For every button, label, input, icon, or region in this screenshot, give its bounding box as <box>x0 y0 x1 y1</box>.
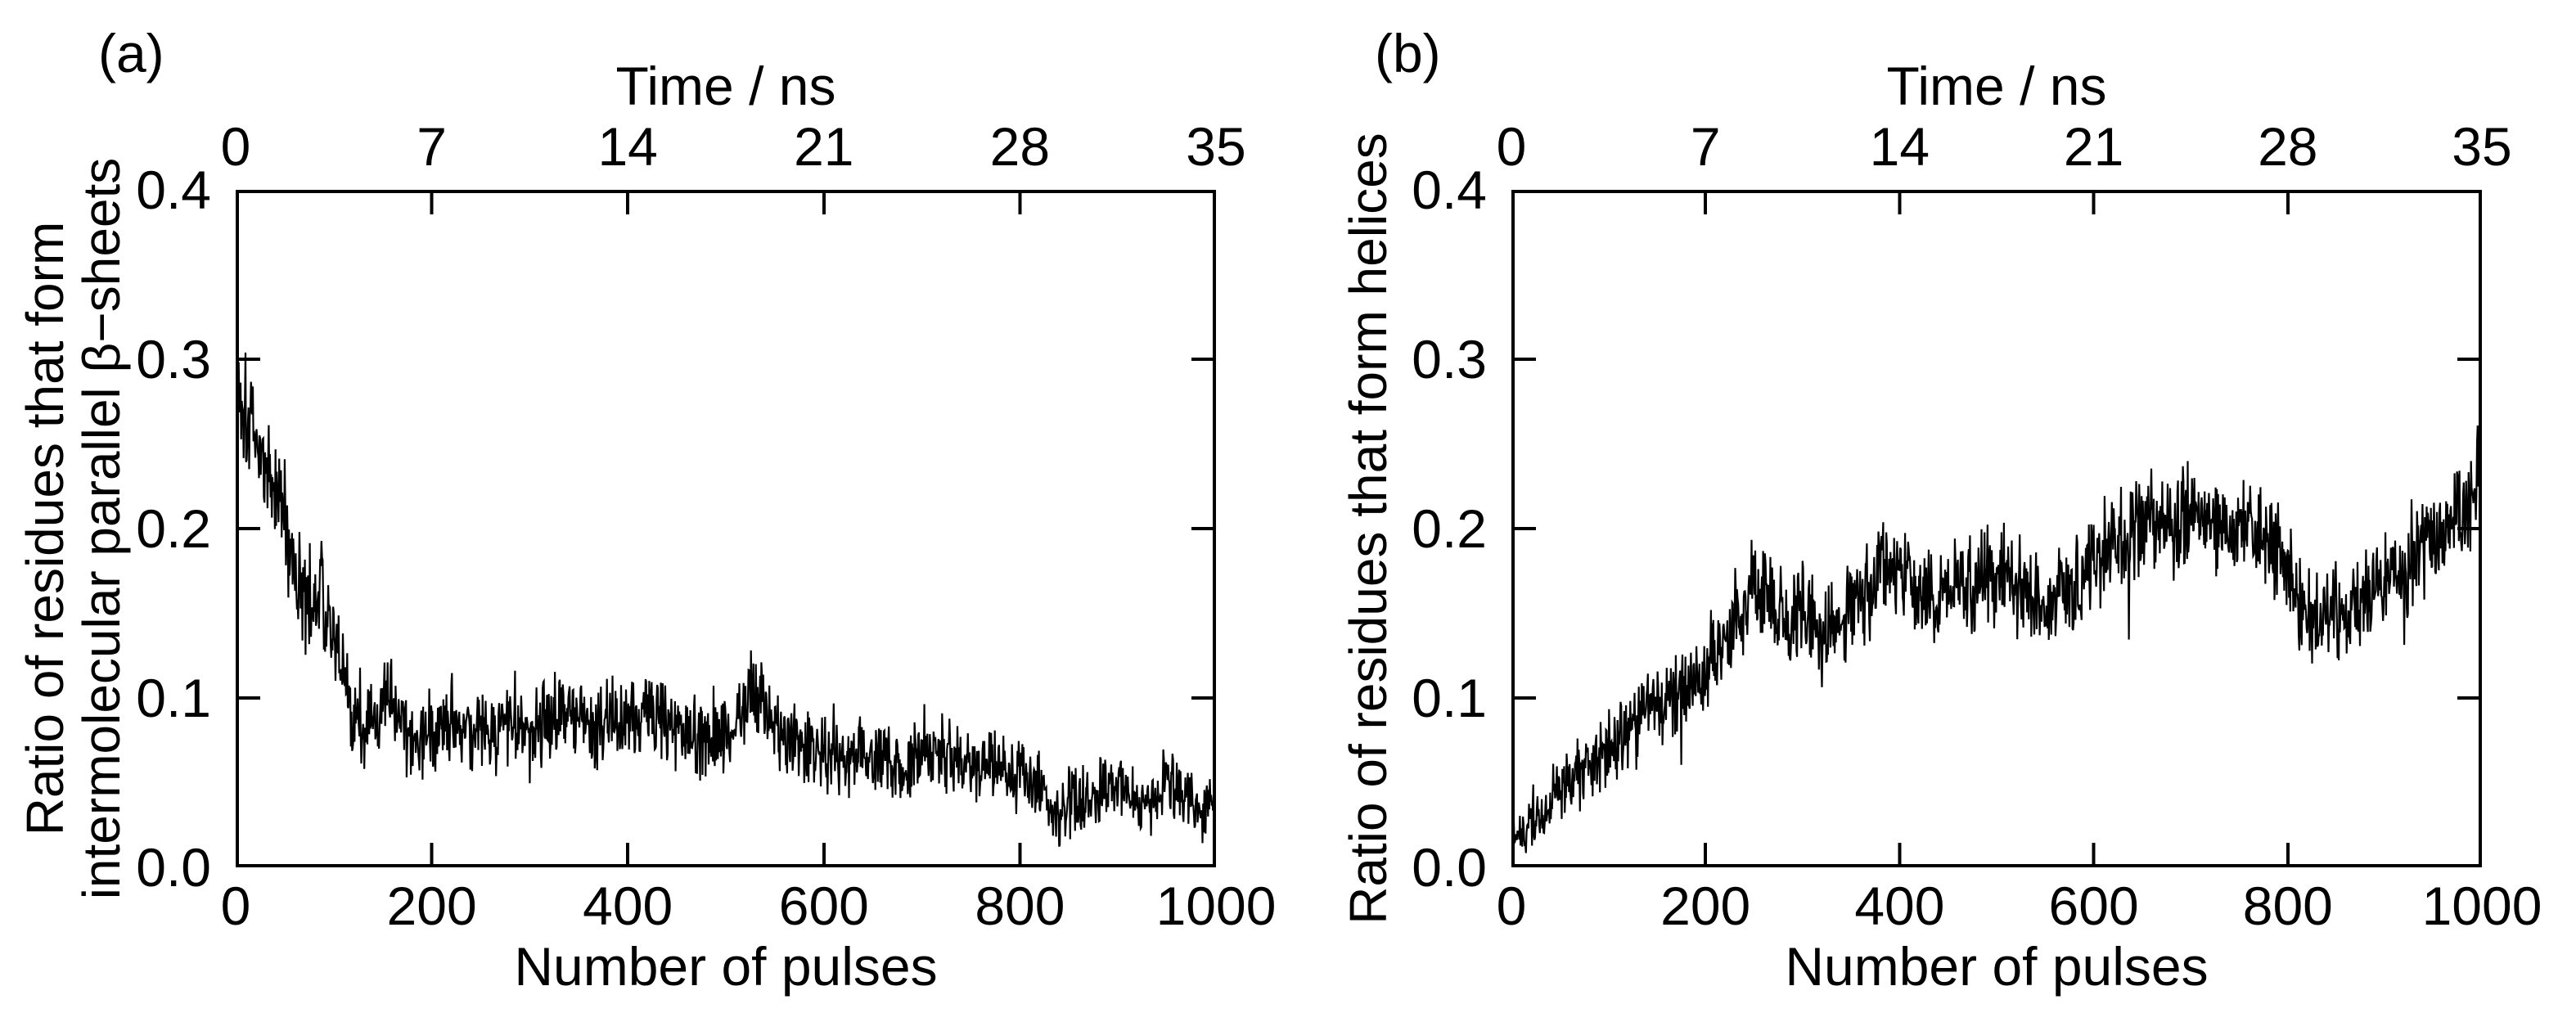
top-axis-tick-label: 35 <box>1186 116 1246 177</box>
x-axis-tick-label: 200 <box>386 876 477 936</box>
chart-b-svg <box>1511 190 2482 867</box>
y-axis-tick-label: 0.0 <box>136 837 211 898</box>
top-axis-tick-label: 28 <box>2258 116 2318 177</box>
x-axis-tick-label: 400 <box>583 876 673 936</box>
panel-b-x-axis-title: Number of pulses <box>1785 936 2209 997</box>
y-axis-tick-label: 0.4 <box>1412 160 1487 220</box>
x-axis-tick-label: 0 <box>220 876 251 936</box>
panel-a-tag: (a) <box>98 23 164 83</box>
panel-b-top-axis-title: Time / ns <box>1886 56 2107 116</box>
panel-b-plot-area <box>1511 190 2482 867</box>
top-axis-tick-label: 28 <box>989 116 1051 177</box>
top-axis-tick-label: 35 <box>2452 116 2512 177</box>
x-axis-tick-label: 0 <box>1496 876 1527 936</box>
top-axis-tick-label: 7 <box>417 116 447 177</box>
top-axis-tick-label: 0 <box>220 116 251 177</box>
panel-a-x-axis-title: Number of pulses <box>514 936 938 997</box>
y-axis-tick-label: 0.2 <box>136 498 211 559</box>
y-axis-tick-label: 0.2 <box>1412 498 1487 559</box>
data-series-path-b <box>1511 425 2482 864</box>
top-axis-tick-label: 21 <box>2063 116 2124 177</box>
x-axis-tick-label: 600 <box>2048 876 2139 936</box>
top-axis-tick-label: 14 <box>1869 116 1930 177</box>
y-axis-tick-label: 0.3 <box>136 329 211 389</box>
x-axis-tick-label: 200 <box>1660 876 1751 936</box>
y-axis-tick-label: 0.3 <box>1412 329 1487 389</box>
top-axis-tick-label: 7 <box>1690 116 1721 177</box>
y-axis-tick-label: 0.4 <box>136 160 211 220</box>
x-axis-tick-label: 400 <box>1854 876 1945 936</box>
x-axis-tick-label: 1000 <box>2421 876 2542 936</box>
top-axis-tick-label: 21 <box>794 116 854 177</box>
x-axis-tick-label: 800 <box>975 876 1065 936</box>
y-axis-tick-label: 0.0 <box>1412 837 1487 898</box>
x-axis-tick-label: 800 <box>2242 876 2333 936</box>
data-series-path-a <box>236 352 1216 848</box>
top-axis-tick-label: 0 <box>1496 116 1527 177</box>
panel-a-plot-area <box>236 190 1216 867</box>
y-axis-tick-label: 0.1 <box>1412 668 1487 728</box>
panel-a-top-axis-title: Time / ns <box>615 56 836 116</box>
y-axis-tick-label: 0.1 <box>136 668 211 728</box>
axes-frame-and-ticks <box>236 190 1216 867</box>
chart-a-svg <box>236 190 1216 867</box>
top-axis-tick-label: 14 <box>597 116 658 177</box>
panel-b-tag: (b) <box>1375 23 1441 83</box>
x-axis-tick-label: 1000 <box>1155 876 1277 936</box>
axes-frame-and-ticks <box>1511 190 2482 867</box>
x-axis-tick-label: 600 <box>778 876 869 936</box>
